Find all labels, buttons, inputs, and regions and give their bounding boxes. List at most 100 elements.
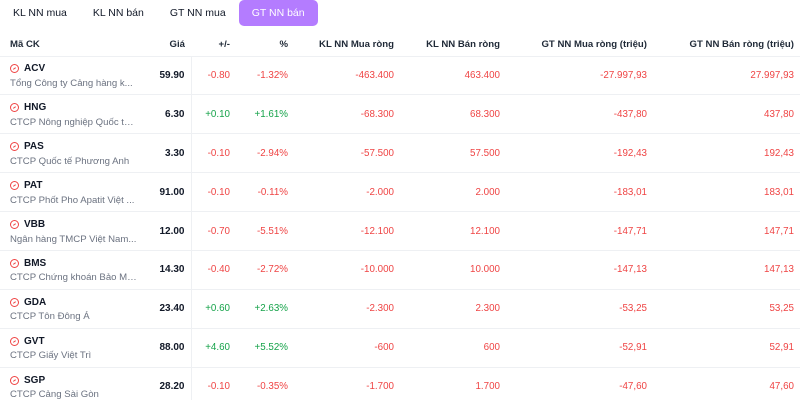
watchlist-icon[interactable] (10, 297, 19, 307)
price-cell: 12.00 (143, 211, 192, 251)
watchlist-icon[interactable] (10, 220, 19, 229)
price-cell: 59.90 (143, 56, 192, 96)
table-row[interactable]: GVT CTCP Giấy Việt Trì 88.00 +4.60 +5.52… (0, 328, 800, 368)
header-gt-buy[interactable]: GT NN Mua ròng (triệu) (506, 34, 653, 57)
stock-symbol[interactable]: PAS (24, 141, 44, 153)
stock-cell[interactable]: BMS CTCP Chứng khoán Bảo Mi... (0, 250, 143, 290)
kl-sell-cell: 1.700 (400, 367, 506, 400)
stock-symbol[interactable]: ACV (24, 63, 46, 75)
kl-buy-cell: -1.700 (294, 367, 400, 400)
kl-buy-cell: -2.300 (294, 289, 400, 329)
header-code[interactable]: Mã CK (0, 34, 143, 57)
stock-symbol[interactable]: GDA (24, 296, 47, 308)
price-cell: 6.30 (143, 94, 192, 135)
stock-cell[interactable]: VBB Ngân hàng TMCP Việt Nam... (0, 211, 143, 251)
percent-cell: -5.51% (236, 211, 294, 251)
watchlist-icon[interactable] (10, 375, 19, 385)
header-change[interactable]: +/- (191, 34, 236, 57)
table-row[interactable]: GDA CTCP Tôn Đông Á 23.40 +0.60 +2.63% -… (0, 289, 800, 329)
stock-cell[interactable]: GVT CTCP Giấy Việt Trì (0, 328, 143, 368)
percent-cell: -2.94% (236, 133, 294, 174)
stock-symbol[interactable]: PAT (24, 180, 43, 192)
price-cell: 28.20 (143, 367, 192, 400)
change-cell: -0.70 (191, 211, 236, 251)
table-row[interactable]: HNG CTCP Nông nghiệp Quốc tế... 6.30 +0.… (0, 94, 800, 135)
kl-sell-cell: 2.000 (400, 172, 506, 213)
gt-sell-cell: 52,91 (653, 328, 800, 368)
header-price[interactable]: Giá (143, 34, 191, 57)
watchlist-icon[interactable] (10, 142, 19, 152)
table-row[interactable]: SGP CTCP Cảng Sài Gòn 28.20 -0.10 -0.35%… (0, 367, 800, 400)
kl-buy-cell: -12.100 (294, 211, 400, 251)
change-cell: +0.60 (191, 289, 236, 329)
watchlist-icon[interactable] (10, 103, 19, 113)
watchlist-icon[interactable] (10, 336, 19, 346)
stock-symbol[interactable]: BMS (24, 257, 47, 269)
header-kl-sell[interactable]: KL NN Bán ròng (400, 34, 506, 57)
kl-sell-cell: 10.000 (400, 250, 506, 290)
watchlist-icon[interactable] (10, 64, 19, 74)
stock-cell[interactable]: PAT CTCP Phốt Pho Apatit Việt ... (0, 172, 143, 213)
stock-cell[interactable]: SGP CTCP Cảng Sài Gòn (0, 367, 143, 400)
gt-buy-cell: -53,25 (506, 289, 653, 329)
company-name: CTCP Tôn Đông Á (10, 311, 90, 323)
table-row[interactable]: PAS CTCP Quốc tế Phương Anh 3.30 -0.10 -… (0, 133, 800, 174)
tab-kl-nn-mua[interactable]: KL NN mua (13, 7, 67, 19)
change-cell: -0.10 (191, 172, 236, 213)
stock-cell[interactable]: HNG CTCP Nông nghiệp Quốc tế... (0, 94, 143, 135)
percent-cell: -0.35% (236, 367, 294, 400)
change-cell: -0.80 (191, 56, 236, 96)
kl-sell-cell: 12.100 (400, 211, 506, 251)
gt-sell-cell: 53,25 (653, 289, 800, 329)
stock-symbol[interactable]: SGP (24, 374, 46, 386)
stock-symbol[interactable]: HNG (24, 102, 47, 114)
stock-cell[interactable]: ACV Tổng Công ty Cảng hàng k... (0, 56, 143, 96)
stock-cell[interactable]: PAS CTCP Quốc tế Phương Anh (0, 133, 143, 174)
kl-buy-cell: -600 (294, 328, 400, 368)
price-cell: 3.30 (143, 133, 192, 174)
kl-sell-cell: 463.400 (400, 56, 506, 96)
kl-buy-cell: -68.300 (294, 94, 400, 135)
gt-buy-cell: -147,13 (506, 250, 653, 290)
gt-sell-cell: 27.997,93 (653, 56, 800, 96)
kl-buy-cell: -2.000 (294, 172, 400, 213)
gt-sell-cell: 183,01 (653, 172, 800, 213)
percent-cell: +5.52% (236, 328, 294, 368)
company-name: CTCP Phốt Pho Apatit Việt ... (10, 194, 135, 206)
kl-buy-cell: -463.400 (294, 56, 400, 96)
stock-symbol[interactable]: GVT (24, 335, 45, 347)
header-kl-buy[interactable]: KL NN Mua ròng (294, 34, 400, 57)
price-cell: 88.00 (143, 328, 192, 368)
price-cell: 23.40 (143, 289, 192, 329)
company-name: CTCP Nông nghiệp Quốc tế... (10, 116, 137, 128)
gt-sell-cell: 47,60 (653, 367, 800, 400)
header-percent[interactable]: % (236, 34, 294, 57)
foreign-trading-table: Mã CK Giá +/- % KL NN Mua ròng KL NN Bán… (0, 34, 800, 400)
price-cell: 91.00 (143, 172, 192, 213)
kl-sell-cell: 600 (400, 328, 506, 368)
change-cell: -0.10 (191, 133, 236, 174)
stock-cell[interactable]: GDA CTCP Tôn Đông Á (0, 289, 143, 329)
gt-buy-cell: -183,01 (506, 172, 653, 213)
gt-sell-cell: 192,43 (653, 133, 800, 174)
header-gt-sell[interactable]: GT NN Bán ròng (triệu) (653, 34, 800, 57)
table-row[interactable]: ACV Tổng Công ty Cảng hàng k... 59.90 -0… (0, 56, 800, 96)
table-row[interactable]: VBB Ngân hàng TMCP Việt Nam... 12.00 -0.… (0, 211, 800, 251)
percent-cell: +1.61% (236, 94, 294, 135)
tab-gt-nn-ban[interactable]: GT NN bán (238, 0, 318, 26)
table-row[interactable]: BMS CTCP Chứng khoán Bảo Mi... 14.30 -0.… (0, 250, 800, 290)
tab-gt-nn-mua[interactable]: GT NN mua (169, 7, 226, 19)
company-name: Ngân hàng TMCP Việt Nam... (10, 233, 137, 245)
percent-cell: -1.32% (236, 56, 294, 96)
table-row[interactable]: PAT CTCP Phốt Pho Apatit Việt ... 91.00 … (0, 172, 800, 213)
kl-buy-cell: -10.000 (294, 250, 400, 290)
tab-kl-nn-ban[interactable]: KL NN bán (92, 7, 144, 19)
watchlist-icon[interactable] (10, 181, 19, 191)
watchlist-icon[interactable] (10, 258, 19, 268)
stock-symbol[interactable]: VBB (24, 219, 46, 230)
company-name: CTCP Quốc tế Phương Anh (10, 155, 130, 167)
company-name: Tổng Công ty Cảng hàng k... (10, 77, 133, 89)
table-header-row: Mã CK Giá +/- % KL NN Mua ròng KL NN Bán… (0, 34, 800, 57)
percent-cell: -2.72% (236, 250, 294, 290)
percent-cell: -0.11% (236, 172, 294, 213)
